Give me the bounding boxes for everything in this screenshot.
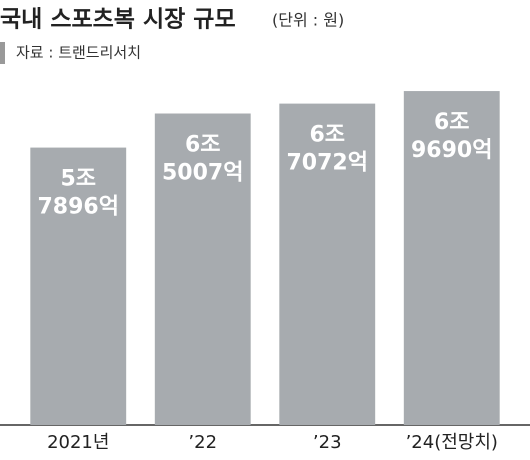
value-label: 5조 — [60, 167, 96, 192]
bar — [403, 91, 500, 425]
x-tick-label: 2021년 — [47, 432, 109, 453]
x-tick-label: ’22 — [188, 432, 217, 453]
source-marker — [0, 42, 5, 64]
value-label: 5007억 — [162, 161, 243, 186]
x-tick-label: ’23 — [313, 432, 342, 453]
bar — [30, 147, 127, 425]
chart-subtitle: (단위 : 원) — [272, 11, 344, 30]
source: 자료 : 트랜드리서치 — [16, 44, 141, 62]
value-label: 6조 — [185, 133, 221, 158]
value-label: 7072억 — [287, 151, 368, 176]
x-tick-label: ’24(전망치) — [406, 432, 498, 453]
chart-title: 국내 스포츠복 시장 규모 — [0, 7, 236, 33]
bar — [154, 113, 251, 426]
value-label: 7896억 — [38, 195, 119, 220]
value-label: 6조 — [434, 110, 470, 135]
value-label: 6조 — [309, 123, 345, 148]
value-label: 9690억 — [411, 138, 492, 163]
bar — [279, 103, 376, 425]
